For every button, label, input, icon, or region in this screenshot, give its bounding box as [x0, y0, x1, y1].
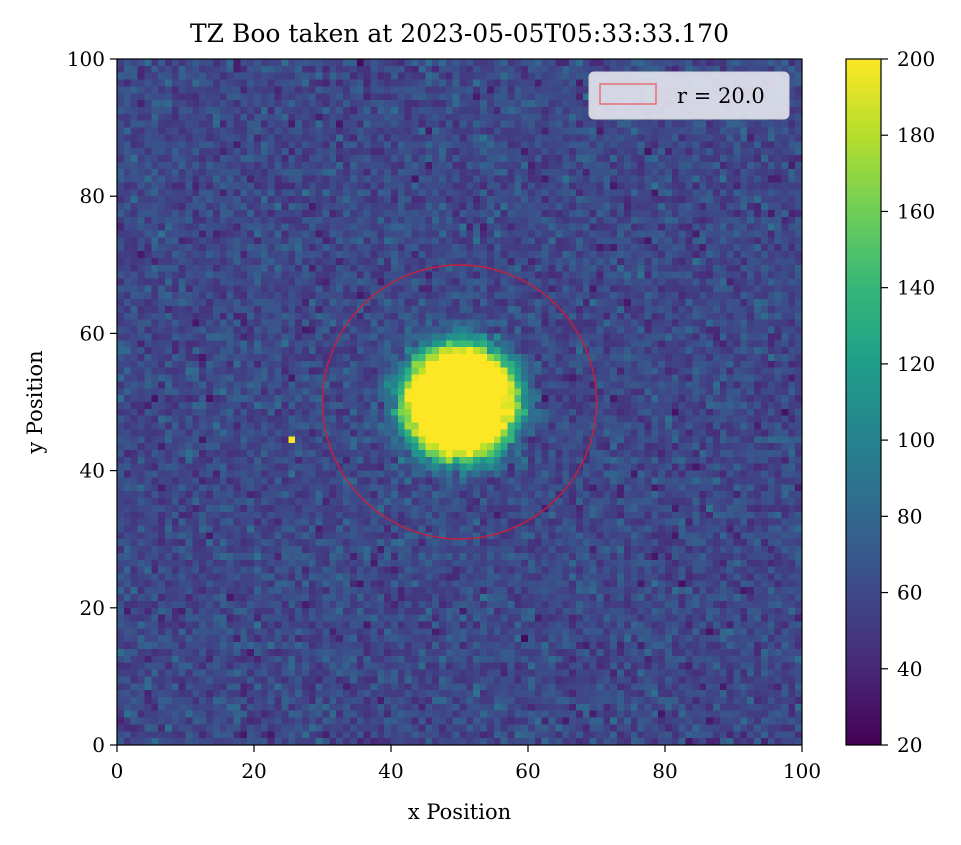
colorbar-tick-label: 200 [897, 47, 935, 71]
legend: r = 20.0 [588, 71, 790, 120]
x-tick-label: 60 [515, 759, 540, 783]
y-tick-label: 0 [92, 733, 105, 757]
colorbar-tick-label: 60 [897, 581, 922, 605]
colorbar-tick-label: 80 [897, 504, 922, 528]
plot-frame [116, 58, 803, 746]
x-axis-label: x Position [408, 800, 511, 824]
aperture-circle [321, 264, 598, 540]
y-axis-ticks: 0 20 40 60 80 100 [67, 47, 117, 757]
chart-title: TZ Boo taken at 2023-05-05T05:33:33.170 [190, 19, 729, 48]
x-tick-label: 20 [241, 759, 266, 783]
x-tick-label: 100 [783, 759, 821, 783]
y-tick-label: 100 [67, 47, 105, 71]
colorbar [845, 58, 882, 746]
colorbar-tick-label: 120 [897, 352, 935, 376]
x-tick-label: 40 [378, 759, 403, 783]
colorbar-tick-label: 160 [897, 199, 935, 223]
colorbar-tick-label: 180 [897, 123, 935, 147]
legend-label: r = 20.0 [677, 84, 765, 108]
y-tick-label: 20 [80, 596, 105, 620]
y-tick-label: 60 [80, 321, 105, 345]
x-tick-label: 0 [111, 759, 124, 783]
x-tick-label: 80 [652, 759, 677, 783]
x-axis-ticks: 0 20 40 60 80 100 [111, 745, 821, 783]
y-tick-label: 80 [80, 184, 105, 208]
y-tick-label: 40 [80, 459, 105, 483]
colorbar-tick-label: 100 [897, 428, 935, 452]
colorbar-ticks: 20 40 60 80 100 120 140 160 180 200 [881, 47, 935, 757]
colorbar-tick-label: 140 [897, 276, 935, 300]
colorbar-tick-label: 40 [897, 657, 922, 681]
legend-swatch [599, 83, 657, 105]
heatmap-image [117, 59, 802, 745]
colorbar-tick-label: 20 [897, 733, 922, 757]
y-axis-label: y Position [23, 350, 47, 454]
